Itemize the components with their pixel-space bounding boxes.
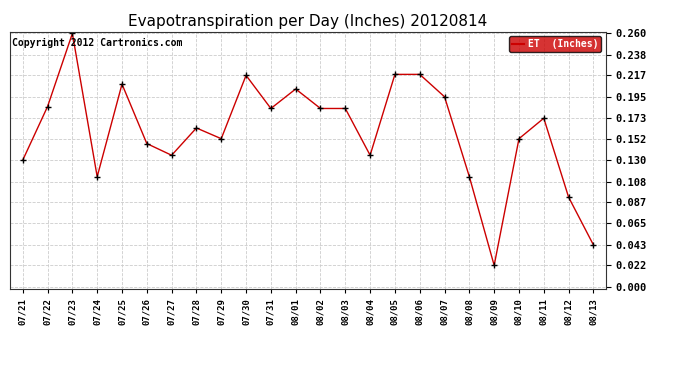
Legend: ET  (Inches): ET (Inches) bbox=[509, 36, 601, 52]
Text: Copyright 2012 Cartronics.com: Copyright 2012 Cartronics.com bbox=[12, 38, 182, 48]
Title: Evapotranspiration per Day (Inches) 20120814: Evapotranspiration per Day (Inches) 2012… bbox=[128, 14, 488, 29]
